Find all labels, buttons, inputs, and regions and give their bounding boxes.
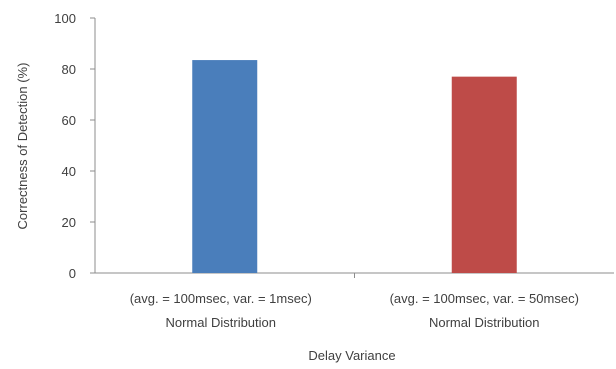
category-label-1-line-1: (avg. = 100msec, var. = 1msec) (130, 291, 312, 306)
y-axis-ticks: 0 20 40 60 80 100 (54, 11, 95, 281)
bar-2 (451, 76, 517, 274)
y-tick-label: 40 (62, 164, 76, 179)
bar-1 (192, 60, 258, 274)
category-label-1-line-2: Normal Distribution (165, 315, 276, 330)
y-tick-label: 100 (54, 11, 76, 26)
y-tick-label: 80 (62, 62, 76, 77)
y-axis-title: Correctness of Detection (%) (15, 63, 30, 230)
category-labels: (avg. = 100msec, var. = 1msec) Normal Dis… (130, 291, 579, 330)
bars (192, 60, 517, 278)
category-label-2-line-1: (avg. = 100msec, var. = 50msec) (390, 291, 579, 306)
y-tick-label: 0 (69, 266, 76, 281)
y-tick-label: 20 (62, 215, 76, 230)
y-tick-label: 60 (62, 113, 76, 128)
category-label-2-line-2: Normal Distribution (429, 315, 540, 330)
x-axis-title: Delay Variance (308, 348, 395, 363)
